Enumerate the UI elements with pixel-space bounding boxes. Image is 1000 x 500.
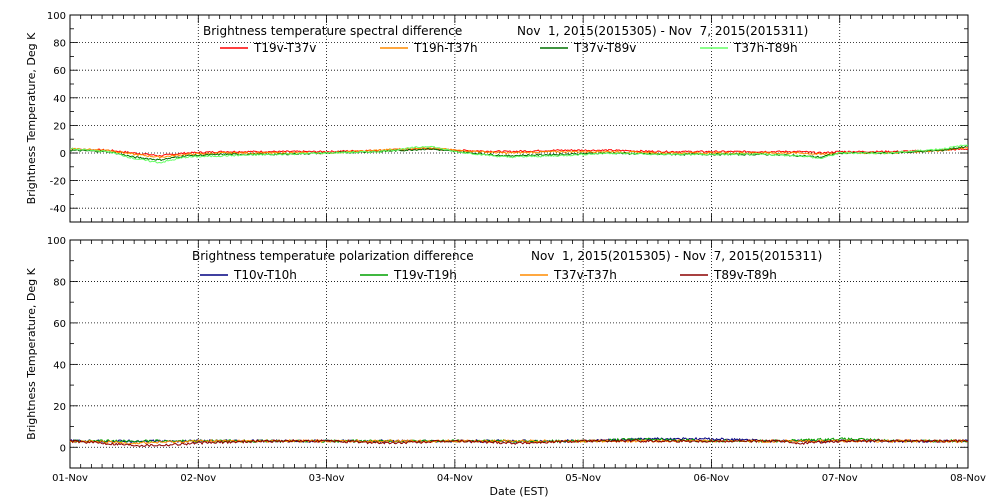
y-axis-title: Brightness Temperature, Deg K bbox=[25, 32, 38, 204]
series-line bbox=[70, 146, 969, 159]
x-tick-label: 02-Nov bbox=[180, 473, 216, 484]
series-line bbox=[69, 145, 969, 162]
chart-date-range: Nov 1, 2015(2015305) - Nov 7, 2015(20153… bbox=[531, 249, 822, 263]
y-tick-label: 0 bbox=[60, 443, 66, 454]
x-tick-label: 04-Nov bbox=[437, 473, 473, 484]
legend-label: T19h-T37h bbox=[413, 41, 478, 55]
chart-title: Brightness temperature polarization diff… bbox=[192, 249, 474, 263]
legend-label: T37v-T89v bbox=[573, 41, 636, 55]
x-tick-label: 06-Nov bbox=[693, 473, 729, 484]
chart-date-range: Nov 1, 2015(2015305) - Nov 7, 2015(20153… bbox=[517, 24, 808, 38]
legend-label: T89v-T89h bbox=[713, 268, 777, 282]
y-tick-label: 100 bbox=[47, 11, 66, 22]
y-tick-label: 0 bbox=[60, 149, 66, 160]
plot-frame bbox=[69, 14, 969, 223]
series-line bbox=[69, 144, 969, 164]
y-tick-label: 100 bbox=[47, 236, 66, 247]
legend-label: T37h-T89h bbox=[733, 41, 798, 55]
y-tick-label: 80 bbox=[53, 39, 66, 50]
y-tick-label: 40 bbox=[53, 360, 66, 371]
x-tick-label: 01-Nov bbox=[52, 473, 88, 484]
legend-label: T37v-T37h bbox=[553, 268, 617, 282]
plot-frame bbox=[69, 239, 969, 469]
x-tick-label: 03-Nov bbox=[309, 473, 345, 484]
spectral-difference-panel: -40 -20 0 20 40 60 80 100 Brightness Temperature… bbox=[25, 11, 969, 223]
x-tick-label: 08-Nov bbox=[950, 473, 986, 484]
y-tick-label: 60 bbox=[53, 66, 66, 77]
x-axis-tick-labels: 01-Nov 02-Nov 03-Nov 04-Nov 05-Nov 06-Nov 07-N… bbox=[52, 473, 986, 484]
y-tick-label: 20 bbox=[53, 121, 66, 132]
legend-label: T19v-T37v bbox=[253, 41, 316, 55]
y-tick-label: 40 bbox=[53, 94, 66, 105]
legend-label: T10v-T10h bbox=[233, 268, 297, 282]
chart-title: Brightness temperature spectral differen… bbox=[203, 24, 462, 38]
y-tick-label: -20 bbox=[50, 177, 66, 188]
y-tick-label: 60 bbox=[53, 319, 66, 330]
legend-label: T19v-T19h bbox=[393, 268, 457, 282]
series-line bbox=[69, 439, 968, 448]
x-axis-title: Date (EST) bbox=[489, 485, 548, 498]
y-tick-label: 80 bbox=[53, 277, 66, 288]
y-tick-label: -40 bbox=[50, 204, 66, 215]
polarization-difference-panel: 0 20 40 60 80 100 Brightness Temperature, Deg … bbox=[25, 236, 969, 469]
y-axis-title: Brightness Temperature, Deg K bbox=[25, 267, 38, 439]
x-tick-label: 05-Nov bbox=[565, 473, 601, 484]
x-tick-label: 07-Nov bbox=[822, 473, 858, 484]
y-tick-label: 20 bbox=[53, 402, 66, 413]
